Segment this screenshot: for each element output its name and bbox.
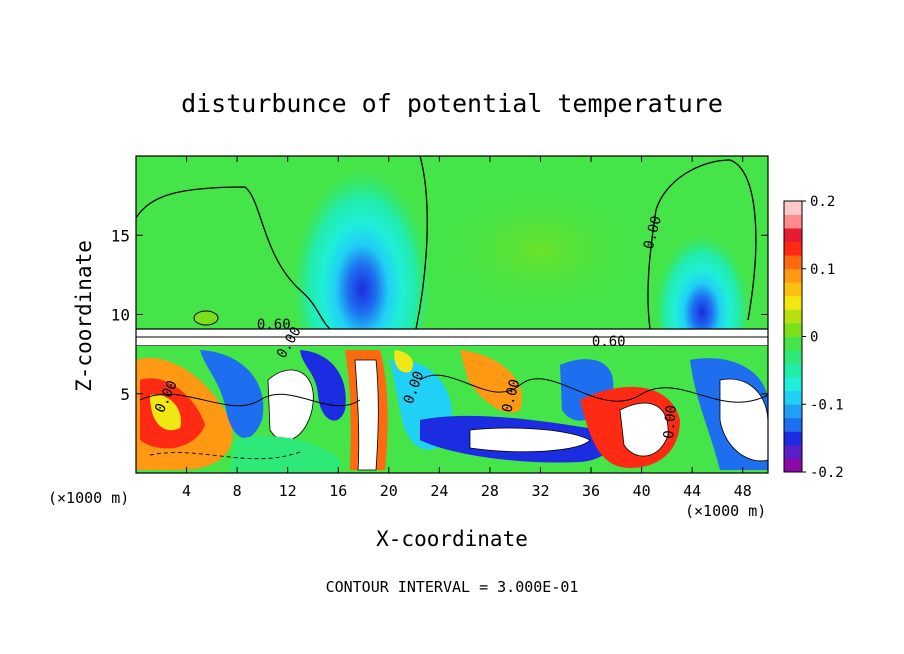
x-unit-note-left: (×1000 m) [48,489,129,507]
x-tick-label: 16 [329,482,347,500]
colorbar-swatch [784,201,802,215]
colorbar-swatch [784,417,802,432]
x-axis-title: X-coordinate [376,527,528,551]
blob-orange-2 [460,350,522,413]
colorbar-swatch [784,322,802,337]
blob-white-2 [354,359,379,471]
y-tick-label: 5 [120,385,130,404]
contour-label: 0.00 [661,404,680,439]
contour-zero-mid [415,156,428,329]
contour-low-2 [419,374,768,403]
x-tick-label: 40 [633,482,651,500]
y-tick-label: 10 [111,306,130,325]
colorbar-swatch [784,377,802,392]
x-tick-label: 8 [233,482,242,500]
colorbar-tick-label: 0.2 [810,194,835,210]
x-axis: 4 8 12 16 20 24 28 32 36 40 44 48 [182,156,752,500]
blob-white-4 [619,402,669,457]
colorbar-swatch [784,214,802,229]
blob-white-3 [469,427,591,453]
y-tick-label: 15 [111,226,130,245]
colorbar-tick-label: -0.1 [810,397,844,413]
colorbar-swatch [784,241,802,256]
blob-blue-1 [200,350,264,439]
contour-interval: CONTOUR INTERVAL = 3.000E-01 [326,578,579,596]
lower-field [136,346,768,473]
blob-darkblue-1 [300,350,346,421]
chart-title: disturbunce of potential temperature [181,89,723,118]
blob-yellow-2 [394,350,414,373]
colorbar-swatch [784,404,802,419]
blob-yellow-1 [150,394,181,431]
colorbar-tick-label: 0 [810,330,818,346]
plot-area [136,156,768,473]
contour-label: 0.60 [592,334,626,350]
contour-small [193,310,219,326]
colorbar-swatch [784,390,802,405]
contour-low-3 [149,451,301,460]
x-tick-label: 44 [683,482,701,500]
contour-label: 0.60 [257,317,291,333]
x-tick-label: 36 [582,482,600,500]
blob-green-1 [230,436,340,473]
contour-low-1 [139,393,361,407]
colorbar-tick-label: 0.1 [810,262,835,278]
colorbar-swatch [784,309,802,324]
upper-field [136,156,757,329]
x-tick-label: 32 [531,482,549,500]
colorbar-tick-label: -0.2 [810,465,844,481]
x-tick-label: 20 [380,482,398,500]
colorbar-swatch [784,268,802,283]
cold-cell-right [654,222,750,329]
y-axis-title: Z-coordinate [72,240,96,392]
warm-patch [430,180,650,320]
contour-zero-right [647,159,757,329]
colorbar-swatch [784,282,802,297]
colorbar-swatch [784,363,802,378]
contour-zero-left [136,186,331,329]
x-tick-label: 48 [734,482,752,500]
colorbar-swatch [784,336,802,351]
x-unit-note-right: (×1000 m) [685,502,766,520]
x-tick-label: 4 [182,482,191,500]
colorbar-swatch [784,228,802,243]
cold-cell-left [292,156,432,329]
x-tick-label: 28 [481,482,499,500]
colorbar-swatch [784,255,802,270]
colorbar-swatch [784,431,802,446]
y-axis: 5 10 15 [111,226,768,404]
colorbar-swatch [784,444,802,459]
colorbar: 0.2 0.1 0 -0.1 -0.2 [783,194,844,481]
x-tick-label: 12 [279,482,297,500]
x-tick-label: 24 [430,482,448,500]
colorbar-swatch [784,458,802,473]
colorbar-swatch [784,295,802,310]
colorbar-swatch [784,350,802,364]
